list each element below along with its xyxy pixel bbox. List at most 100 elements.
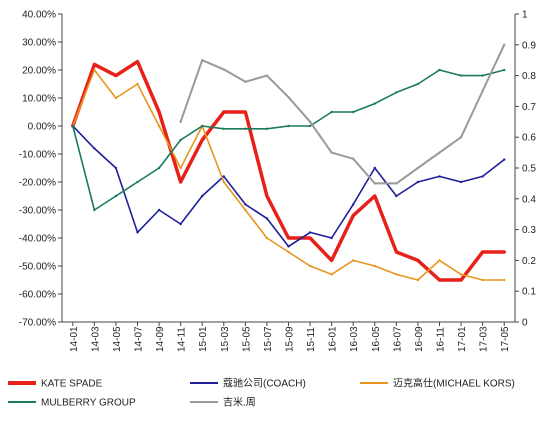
series-point [136,180,139,184]
y-right-tick-label: 0.2 [522,256,536,267]
series-point [244,110,247,114]
series-point [93,147,96,150]
x-tick-label: 14-01 [69,326,80,352]
x-tick-label: 17-03 [479,326,490,352]
series-point [308,231,312,234]
series-point [222,127,225,130]
series-point [373,166,376,170]
series-point [201,194,204,198]
series-point [201,59,204,62]
x-tick-label: 15-07 [263,326,274,352]
legend-label: 迈克高仕(MICHAEL KORS) [393,377,515,390]
series-point [114,166,118,170]
x-tick-label: 14-07 [134,326,145,352]
series-point [114,194,118,198]
series-point [459,136,463,139]
y-right-tick-label: 0.4 [522,194,536,205]
x-tick-label: 17-05 [500,326,511,352]
series-point [330,273,333,276]
series-point [179,120,182,124]
series-point [352,203,355,206]
series-point [373,264,376,268]
series-point [265,127,269,130]
series-point [459,278,463,282]
y-left-tick-label: -70.00% [19,318,56,329]
series-point [352,157,355,160]
series-point [157,124,161,128]
series-point [179,166,182,170]
series-point [352,214,355,217]
chart-axes: 40.00% 30.00% 20.00% 10.00% 0.00% -10.00% -20.… [19,10,537,353]
series-point [330,151,333,154]
series-line [72,125,505,248]
y-right-tick-label: 1 [522,10,528,21]
x-tick-label: 14-11 [177,327,188,352]
x-tick-label: 16-07 [392,326,403,352]
series-point [438,68,441,72]
x-tick-label: 15-09 [285,326,296,352]
series-point [503,158,506,161]
y-left-tick-label: -30.00% [19,206,56,217]
y-left-tick-label: 30.00% [22,38,56,49]
series-point [330,259,333,262]
y-left-tick-label: -60.00% [19,290,56,301]
series-point [157,166,161,170]
legend-label: KATE SPADE [41,379,103,390]
x-tick-label: 15-03 [220,326,231,352]
series-point [157,208,161,212]
series-point [244,208,247,212]
series-lines [71,43,506,282]
x-tick-label: 16-11 [436,327,447,352]
series-point [330,236,333,240]
series-point [93,208,96,212]
y-right-tick-label: 0.9 [522,40,536,51]
series-point [114,74,118,77]
series-point [222,175,225,178]
series-point [395,194,398,198]
series-point [395,273,398,276]
series-point [114,96,118,100]
series-point [179,138,182,142]
series-point [287,236,290,240]
series-point [481,74,484,77]
legend-label: 吉米.周 [223,396,256,409]
series-point [179,180,182,184]
series-point [308,264,312,268]
series-point [416,259,420,262]
series-point [416,82,420,86]
series-point [416,166,420,170]
series-point [438,151,441,154]
series-point [459,180,463,184]
series-point [503,250,506,254]
series-point [308,236,312,240]
series-point [222,110,225,114]
series-point [244,127,247,130]
series-point [265,194,269,198]
series-point [352,110,355,114]
y-left-tick-label: 10.00% [22,94,56,105]
x-tick-label: 15-11 [306,327,317,352]
y-right-tick-label: 0.6 [522,133,536,144]
series-point [287,245,290,248]
series-point [373,182,376,185]
series-point [136,60,139,63]
series-point [265,236,269,240]
series-point [244,203,247,206]
y-right-tick-label: 0.7 [522,102,536,113]
series-point [438,259,441,262]
series-point [308,120,312,124]
series-point [265,74,269,77]
series-point [373,194,376,198]
y-left-tick-label: -10.00% [19,150,56,161]
series-point [287,250,290,254]
x-tick-label: 16-05 [371,326,382,352]
series-point [438,175,441,178]
x-tick-label: 15-05 [241,326,252,352]
series-point [395,250,398,254]
series-point [373,102,376,105]
series-point [459,74,463,77]
series-point [438,278,441,282]
series-line [72,69,505,281]
series-point [201,124,204,128]
